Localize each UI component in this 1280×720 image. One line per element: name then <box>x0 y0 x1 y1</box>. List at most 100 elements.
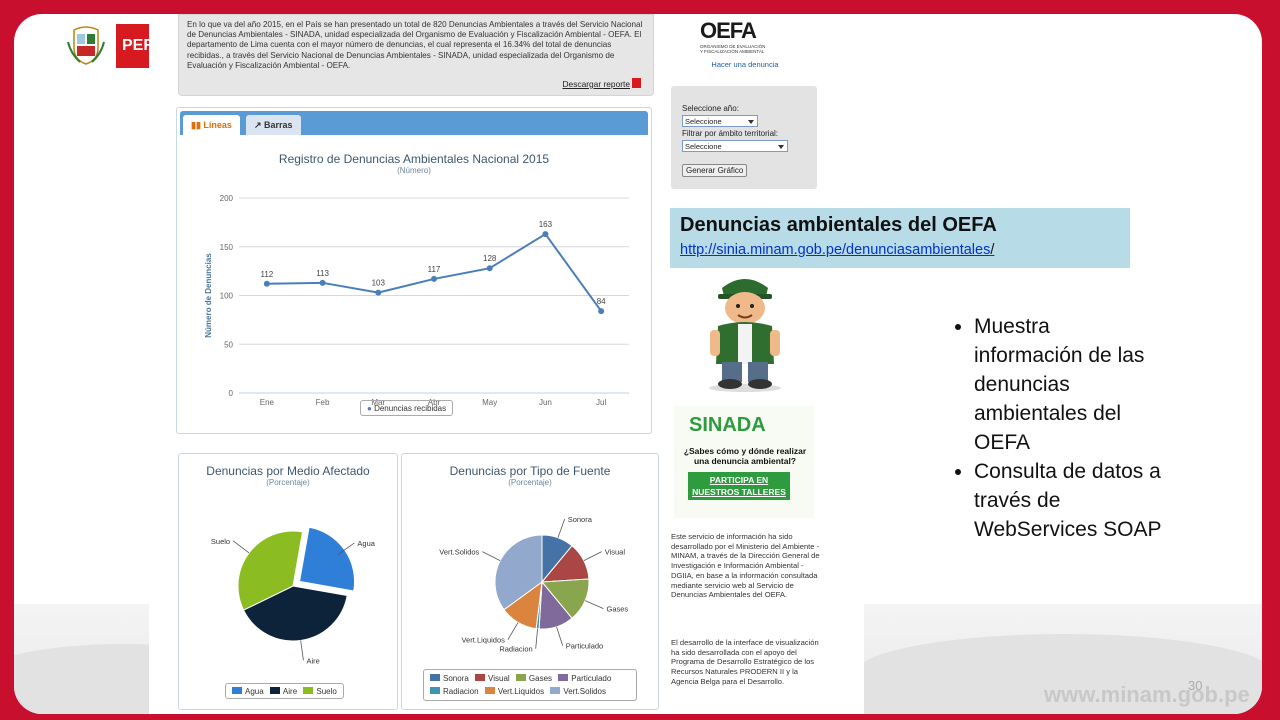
scope-select[interactable]: Seleccione <box>682 140 788 152</box>
slice-connector <box>232 540 250 554</box>
line-chart-subtitle: (Número) <box>397 166 431 175</box>
year-label: Seleccione año: <box>682 104 739 113</box>
scope-select-value: Seleccione <box>685 142 722 151</box>
slice-connector <box>556 626 564 646</box>
legend-vert-liquidos[interactable]: Vert.Liquidos <box>497 687 545 696</box>
slice-label: Aire <box>306 656 319 665</box>
year-select[interactable]: Seleccione <box>682 115 758 127</box>
data-label: 163 <box>539 220 553 229</box>
line-chart: 0 50 100 150 200 Ene Feb Mar Abr May Jun Jul Número … <box>204 194 629 407</box>
x-tick-label: Jul <box>596 398 606 407</box>
scope-label: Filtrar por ámbito territorial: <box>682 129 779 138</box>
agua-swatch <box>232 687 242 694</box>
legend-radiacion[interactable]: Radiacion <box>443 687 479 696</box>
line-chart-panel: ▮▮ Líneas ↗ Barras Registro de Denuncias… <box>176 107 652 434</box>
vert-solidos-swatch <box>550 687 561 694</box>
slice-label: Gases <box>606 605 628 614</box>
pie-medio-legend: Agua Aire Suelo <box>225 683 344 699</box>
data-point <box>375 289 382 296</box>
pie-slice <box>298 526 355 592</box>
slice-connector <box>535 628 538 649</box>
pie-fuente-chart: SonoraVisualGasesParticuladoRadiacionVer… <box>439 515 628 654</box>
slice-label: Suelo <box>211 537 230 546</box>
legend-aire[interactable]: Aire <box>282 687 298 696</box>
slice-label: Vert.Liquidos <box>462 636 506 645</box>
sonora-swatch <box>430 674 440 681</box>
oefa-mascot-illustration <box>709 279 781 392</box>
sinada-cta-button[interactable]: PARTICIPA EN NUESTROS TALLERES <box>688 472 790 500</box>
pie-fuente-panel: Denuncias por Tipo de Fuente (Porcentaje… <box>401 453 659 710</box>
generate-chart-button[interactable]: Generar Gráfico <box>682 164 748 177</box>
pie-fuente-title: Denuncias por Tipo de Fuente <box>449 464 611 478</box>
banner-title: Denuncias ambientales del OEFA <box>680 214 997 236</box>
slice-connector <box>507 622 519 640</box>
radiacion-swatch <box>430 687 440 694</box>
tab-lineas[interactable]: ▮▮ Líneas <box>183 115 240 135</box>
filter-panel: Seleccione año: Seleccione Filtrar por á… <box>671 86 817 189</box>
download-report-label: Descargar reporte <box>562 78 631 89</box>
data-point <box>319 279 326 286</box>
particulado-swatch <box>558 674 569 681</box>
bar-chart-icon: ▮▮ <box>191 120 204 130</box>
y-tick-label: 150 <box>220 243 234 252</box>
data-label: 128 <box>483 254 497 263</box>
visual-swatch <box>475 674 486 681</box>
pie-slice <box>242 585 348 642</box>
line-legend[interactable]: ● Denuncias recibidas <box>360 400 454 416</box>
title-banner: Denuncias ambientales del OEFA http://si… <box>670 208 1130 268</box>
pie-medio-chart: Agua Aire Suelo <box>211 526 376 665</box>
summary-box: En lo que va del año 2015, en el País se… <box>178 14 654 96</box>
x-tick-label: May <box>482 398 497 407</box>
x-tick-label: Abr <box>428 398 441 407</box>
bullet-list: Muestra información de las denuncias amb… <box>944 312 1164 544</box>
legend-agua[interactable]: Agua <box>245 687 264 696</box>
sinada-banner[interactable]: SINADA ¿Sabes cómo y dónde realizar una … <box>674 406 814 518</box>
pdf-icon <box>632 77 641 88</box>
data-label: 117 <box>428 265 441 274</box>
slice-connector <box>584 600 604 609</box>
slice-label: Particulado <box>566 642 604 651</box>
bullet-item: Muestra información de las denuncias amb… <box>974 312 1164 457</box>
tab-barras-label: Barras <box>264 120 293 130</box>
legend-suelo[interactable]: Suelo <box>316 687 337 696</box>
slice-label: Visual <box>605 548 626 557</box>
oefa-org-line2: Y FISCALIZACIÓN AMBIENTAL <box>700 49 765 54</box>
legend-visual[interactable]: Visual <box>488 674 510 683</box>
slice-connector <box>300 640 304 661</box>
hacer-denuncia-link[interactable]: Hacer una denuncia <box>711 60 779 69</box>
oefa-org-line1: ORGANISMO DE EVALUACIÓN <box>700 44 766 49</box>
download-report-link[interactable]: Descargar reporte <box>562 77 641 89</box>
y-tick-label: 50 <box>224 340 233 349</box>
vert-liquidos-swatch <box>484 687 495 694</box>
pie-slice <box>237 530 304 611</box>
slide: PER En lo que va del año 2015, en el Paí… <box>14 14 1262 714</box>
peru-label: PER <box>116 24 155 68</box>
y-tick-label: 0 <box>229 389 234 398</box>
y-tick-label: 200 <box>220 194 234 203</box>
legend-particulado[interactable]: Particulado <box>571 674 612 683</box>
oefa-logo: OEFA ORGANISMO DE EVALUACIÓN Y FISCALIZA… <box>700 18 790 69</box>
tab-lineas-label: Líneas <box>203 120 232 130</box>
banner-url-suffix: / <box>990 242 995 258</box>
legend-sonora[interactable]: Sonora <box>443 674 469 683</box>
legend-vert-solidos[interactable]: Vert.Solidos <box>563 687 607 696</box>
legend-marker-icon: ● <box>367 404 372 413</box>
aire-swatch <box>269 687 280 694</box>
x-tick-label: Ene <box>260 398 275 407</box>
x-tick-label: Mar <box>371 398 385 407</box>
bullet-item: Consulta de datos a través de WebService… <box>974 457 1164 544</box>
legend-gases[interactable]: Gases <box>528 674 553 683</box>
summary-text: En lo que va del año 2015, en el País se… <box>187 20 643 70</box>
tab-barras[interactable]: ↗ Barras <box>246 115 301 135</box>
sinada-question: ¿Sabes cómo y dónde realizar una denunci… <box>683 446 807 466</box>
banner-url-link[interactable]: http://sinia.minam.gob.pe/denunciasambie… <box>680 242 991 258</box>
pie-fuente-subtitle: (Porcentaje) <box>508 478 552 487</box>
line-chart-title: Registro de Denuncias Ambientales Nacion… <box>278 152 550 166</box>
slice-label: Vert.Solidos <box>439 548 479 557</box>
data-point <box>486 265 493 272</box>
x-tick-label: Jun <box>539 398 552 407</box>
gases-swatch <box>515 674 526 681</box>
data-label: 112 <box>260 270 273 279</box>
slice-connector <box>337 542 355 555</box>
pie-medio-subtitle: (Porcentaje) <box>266 478 310 487</box>
